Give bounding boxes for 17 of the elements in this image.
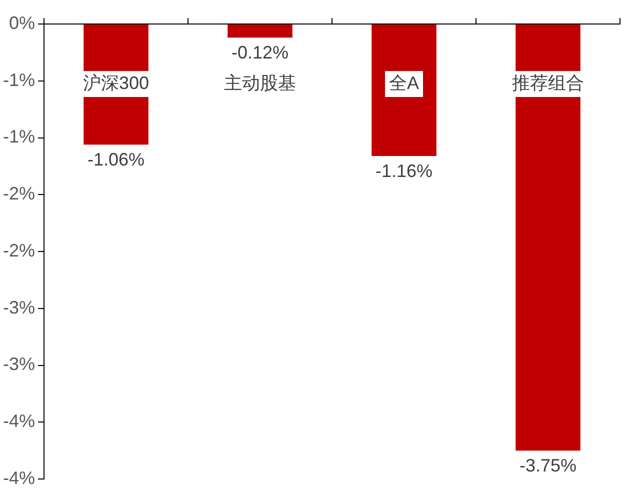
y-tick-label: -1% xyxy=(2,70,36,90)
x-tick-label: 沪深300 xyxy=(82,72,150,93)
y-tick-label: -3% xyxy=(2,354,36,374)
x-tick-label: 推荐组合 xyxy=(512,72,584,93)
y-tick-label: 0% xyxy=(8,12,36,33)
y-tick-label: -3% xyxy=(2,297,36,318)
y-tick-label: -1% xyxy=(2,126,36,147)
data-label: -3.75% xyxy=(519,456,577,476)
y-tick-label: -2% xyxy=(2,184,36,204)
data-label: -1.06% xyxy=(87,150,145,170)
x-tick-label: 主动股基 xyxy=(224,72,296,93)
x-tick-label: 全A xyxy=(388,72,420,93)
y-tick-label: -2% xyxy=(2,240,36,260)
y-tick-label: -4% xyxy=(2,411,36,432)
y-tick-label: -4% xyxy=(2,468,36,488)
data-label: -1.16% xyxy=(375,160,433,181)
data-label: -0.12% xyxy=(231,42,289,63)
